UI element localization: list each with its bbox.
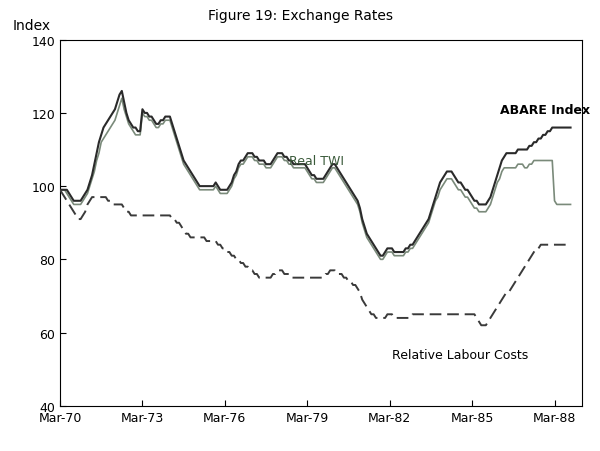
Text: Real TWI: Real TWI: [289, 155, 344, 168]
Text: Figure 19: Exchange Rates: Figure 19: Exchange Rates: [208, 9, 392, 23]
Text: ABARE Index: ABARE Index: [500, 104, 590, 117]
Text: Relative Labour Costs: Relative Labour Costs: [392, 349, 528, 361]
Text: Index: Index: [13, 19, 51, 33]
